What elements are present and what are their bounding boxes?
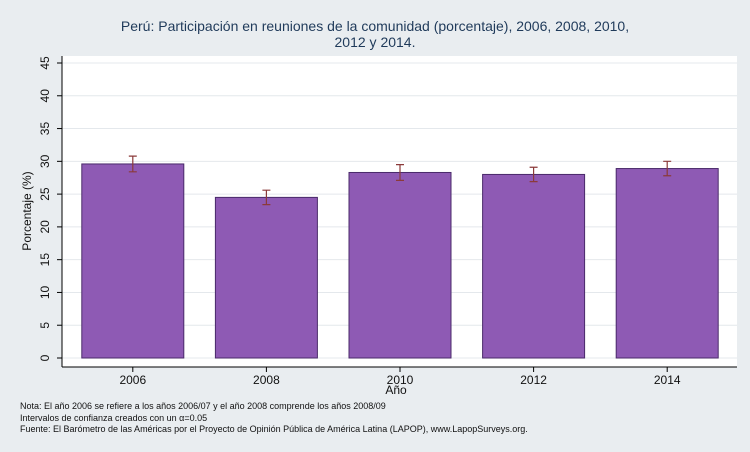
footnote-note: Nota: El año 2006 se refiere a los años …	[20, 401, 386, 411]
y-tick-label: 0	[38, 354, 52, 361]
bar-2008	[214, 196, 318, 359]
bar-2010	[348, 171, 452, 359]
y-tick-label: 20	[38, 220, 52, 234]
x-tick-label: 2014	[654, 373, 681, 387]
footnote-ci-suffix: =0.05	[184, 412, 208, 423]
error-bars	[128, 155, 672, 206]
error-bar-2014	[663, 160, 672, 177]
bars	[81, 163, 719, 359]
y-axis-label: Porcentaje (%)	[20, 171, 34, 250]
y-tick-label: 30	[38, 154, 52, 168]
footnote-source: Fuente: El Barómetro de las Américas por…	[20, 424, 528, 434]
x-tick-label: 2012	[520, 373, 547, 387]
bar-2014	[615, 168, 719, 359]
chart-title-line1: Perú: Participación en reuniones de la c…	[121, 18, 629, 34]
x-axis-label: Año	[385, 383, 407, 397]
y-tick-label: 25	[38, 187, 52, 201]
y-tick-label: 40	[38, 89, 52, 103]
bar-2012	[482, 173, 586, 359]
y-tick-label: 5	[38, 322, 52, 329]
y-tick-label: 45	[38, 56, 52, 70]
footnote-ci: Intervalos de confianza creados con un α…	[20, 413, 528, 425]
y-ticks: 0 5 10 15 20 25 30 35 40 45	[38, 56, 62, 361]
chart-title-line2: 2012 y 2014.	[335, 34, 416, 50]
x-tick-label: 2006	[119, 373, 146, 387]
footnote-ci-prefix: Intervalos de confianza creados con un	[20, 412, 180, 423]
error-bar-2010	[396, 164, 404, 181]
y-tick-label: 15	[38, 253, 52, 267]
error-bar-2006	[128, 155, 137, 173]
error-bar-2012	[529, 166, 538, 183]
x-tick-label: 2010	[387, 373, 414, 387]
y-tick-label: 35	[38, 122, 52, 136]
alpha-symbol: α	[179, 412, 185, 423]
bar-2006	[81, 163, 185, 359]
x-ticks: 2006 2008 2010 2012 2014	[119, 367, 681, 387]
error-bar-2008	[262, 189, 271, 206]
x-tick-label: 2008	[253, 373, 280, 387]
y-tick-label: 10	[38, 285, 52, 299]
footnotes: Nota: El año 2006 se refiere a los años …	[20, 401, 528, 436]
